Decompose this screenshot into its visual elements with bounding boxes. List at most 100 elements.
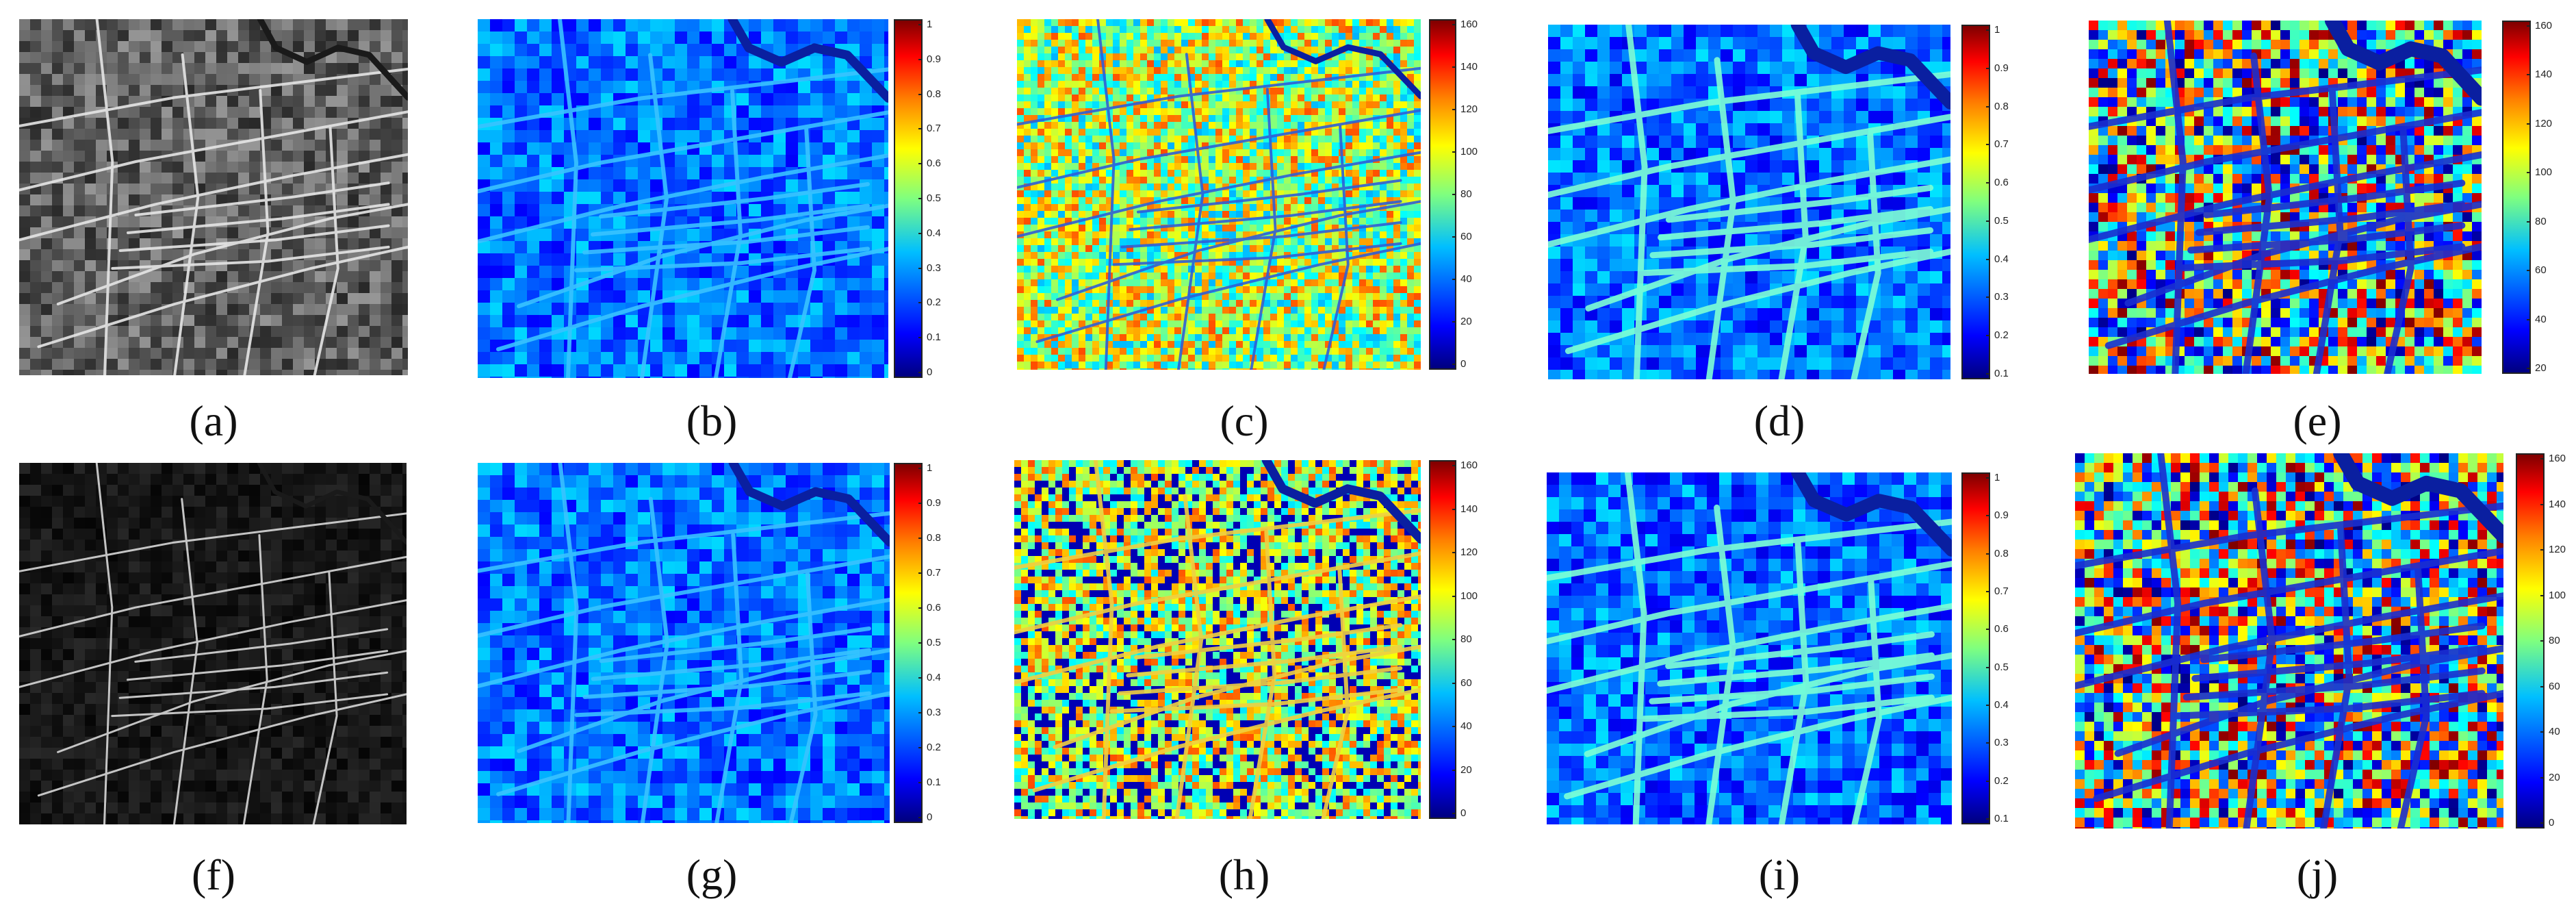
colorbar-tick-label: 60: [2535, 264, 2547, 277]
colorbar-tick-label: 20: [2535, 362, 2547, 374]
sar-image-a: [19, 19, 408, 375]
colorbar-tick-mark: [1986, 182, 1990, 184]
colorbar-tick-label: 140: [1460, 61, 1478, 73]
colorbar-tick-label: 0.4: [1994, 699, 2009, 711]
edge-strength-map-d: [1548, 25, 1950, 379]
colorbar-tick-mark: [1986, 105, 1990, 108]
colorbar-tick-mark: [918, 817, 923, 818]
colorbar-tick-mark: [2540, 685, 2545, 687]
colorbar-tick-mark: [918, 677, 923, 679]
colorbar-tick-label: 0.1: [1994, 813, 2009, 824]
colorbar-tick-label: 0.7: [927, 567, 941, 579]
colorbar-tick-label: 0.3: [1994, 291, 2009, 303]
field-boundaries: [478, 19, 888, 378]
river: [257, 19, 408, 101]
colorbar-tick-label: 60: [1460, 677, 1472, 689]
colorbar-tick-mark: [1452, 813, 1456, 814]
raster-image: [2075, 453, 2503, 829]
colorbar-tick-label: 0.6: [1994, 623, 2009, 635]
colorbar-tick-mark: [1986, 742, 1990, 744]
colorbar-tick-mark: [918, 538, 923, 539]
colorbar-tick-mark: [918, 712, 923, 713]
orientation-map-c: [1017, 19, 1421, 370]
raster-image: [478, 463, 890, 823]
caption-i: (i): [1758, 850, 1801, 899]
colorbar-tick-label: 0: [1460, 358, 1467, 370]
colorbar-tick-label: 140: [2549, 498, 2566, 510]
raster-image: [19, 463, 407, 824]
colorbar-tick-label: 0.8: [1994, 100, 2009, 112]
colorbar-tick-mark: [1452, 321, 1456, 323]
colorbar-tick-label: 0.3: [1994, 737, 2009, 749]
colorbar-tick-label: 0.6: [927, 602, 941, 614]
colorbar-tick-label: 0.7: [1994, 585, 2009, 597]
colorbar-tick-label: 140: [2535, 68, 2553, 81]
colorbar-tick-mark: [1986, 258, 1990, 260]
colorbar-j: [2516, 453, 2545, 829]
colorbar-tick-label: 0: [927, 366, 933, 378]
colorbar-tick-label: 140: [1460, 503, 1478, 515]
colorbar-tick-label: 0.2: [927, 296, 941, 309]
colorbar-tick-label: 40: [2535, 313, 2547, 325]
colorbar-tick-label: 0.8: [1994, 547, 2009, 559]
coherence-map-g: [478, 463, 890, 823]
colorbar-tick-mark: [1452, 465, 1456, 466]
colorbar-tick-label: 0.5: [1994, 661, 2009, 673]
colorbar-tick-label: 0.7: [1994, 138, 2009, 151]
colorbar-tick-label: 20: [2549, 771, 2560, 783]
colorbar-tick-mark: [1452, 236, 1456, 238]
colorbar-tick-mark: [2527, 74, 2531, 76]
colorbar-tick-mark: [918, 642, 923, 644]
speckle-texture: [19, 463, 407, 824]
colorbar-tick-mark: [2540, 594, 2545, 596]
colorbar-tick-mark: [1986, 220, 1990, 222]
colorbar-tick-label: 0.9: [1994, 509, 2009, 522]
river: [1261, 460, 1421, 544]
raster-image: [1017, 19, 1421, 370]
colorbar-tick-mark: [2527, 368, 2531, 369]
colorbar-tick-label: 80: [1460, 188, 1472, 200]
orientation-map-j: [2075, 453, 2503, 829]
colorbar-tick-label: 40: [1460, 720, 1472, 732]
colorbar-d: [1961, 25, 1990, 379]
colorbar-tick-mark: [918, 24, 923, 25]
colorbar-tick-label: 0.3: [927, 262, 941, 274]
speckle-texture: [478, 463, 890, 823]
colorbar-tick-label: 100: [2535, 166, 2553, 179]
colorbar-tick-mark: [918, 607, 923, 609]
speckle-texture: [2075, 453, 2503, 829]
colorbar-tick-mark: [918, 163, 923, 165]
caption-b: (b): [686, 396, 738, 445]
colorbar-tick-mark: [1986, 629, 1990, 631]
colorbar-tick-mark: [1452, 194, 1456, 195]
caption-j: (j): [2296, 850, 2339, 899]
colorbar-tick-mark: [2527, 270, 2531, 272]
raster-image: [1014, 460, 1421, 819]
colorbar-tick-label: 0.5: [927, 637, 941, 648]
colorbar-tick-mark: [2540, 503, 2545, 505]
colorbar-tick-mark: [918, 58, 923, 60]
colorbar-tick-mark: [918, 782, 923, 783]
colorbar-tick-label: 0.4: [1994, 253, 2009, 265]
colorbar-tick-mark: [918, 128, 923, 130]
colorbar-tick-label: 60: [1460, 231, 1472, 242]
colorbar-tick-mark: [918, 232, 923, 234]
colorbar-tick-label: 120: [2549, 544, 2566, 555]
colorbar-tick-label: 0.4: [927, 227, 941, 239]
colorbar-tick-mark: [918, 572, 923, 574]
field-boundaries: [1547, 472, 1952, 824]
colorbar-tick-mark: [2540, 458, 2545, 459]
colorbar-tick-label: 0.7: [927, 123, 941, 135]
colorbar-tick-label: 0.6: [927, 157, 941, 170]
river: [257, 463, 407, 545]
field-boundaries: [2075, 453, 2503, 829]
field-boundaries: [2089, 21, 2482, 374]
colorbar-tick-label: 0.2: [927, 742, 941, 753]
colorbar-tick-mark: [918, 93, 923, 95]
colorbar-tick-label: 60: [2549, 680, 2560, 692]
speckle-texture: [1017, 19, 1421, 370]
caption-f: (f): [192, 850, 235, 899]
colorbar-tick-mark: [1452, 682, 1456, 684]
colorbar-tick-label: 100: [1460, 590, 1478, 602]
colorbar-tick-mark: [1986, 144, 1990, 146]
